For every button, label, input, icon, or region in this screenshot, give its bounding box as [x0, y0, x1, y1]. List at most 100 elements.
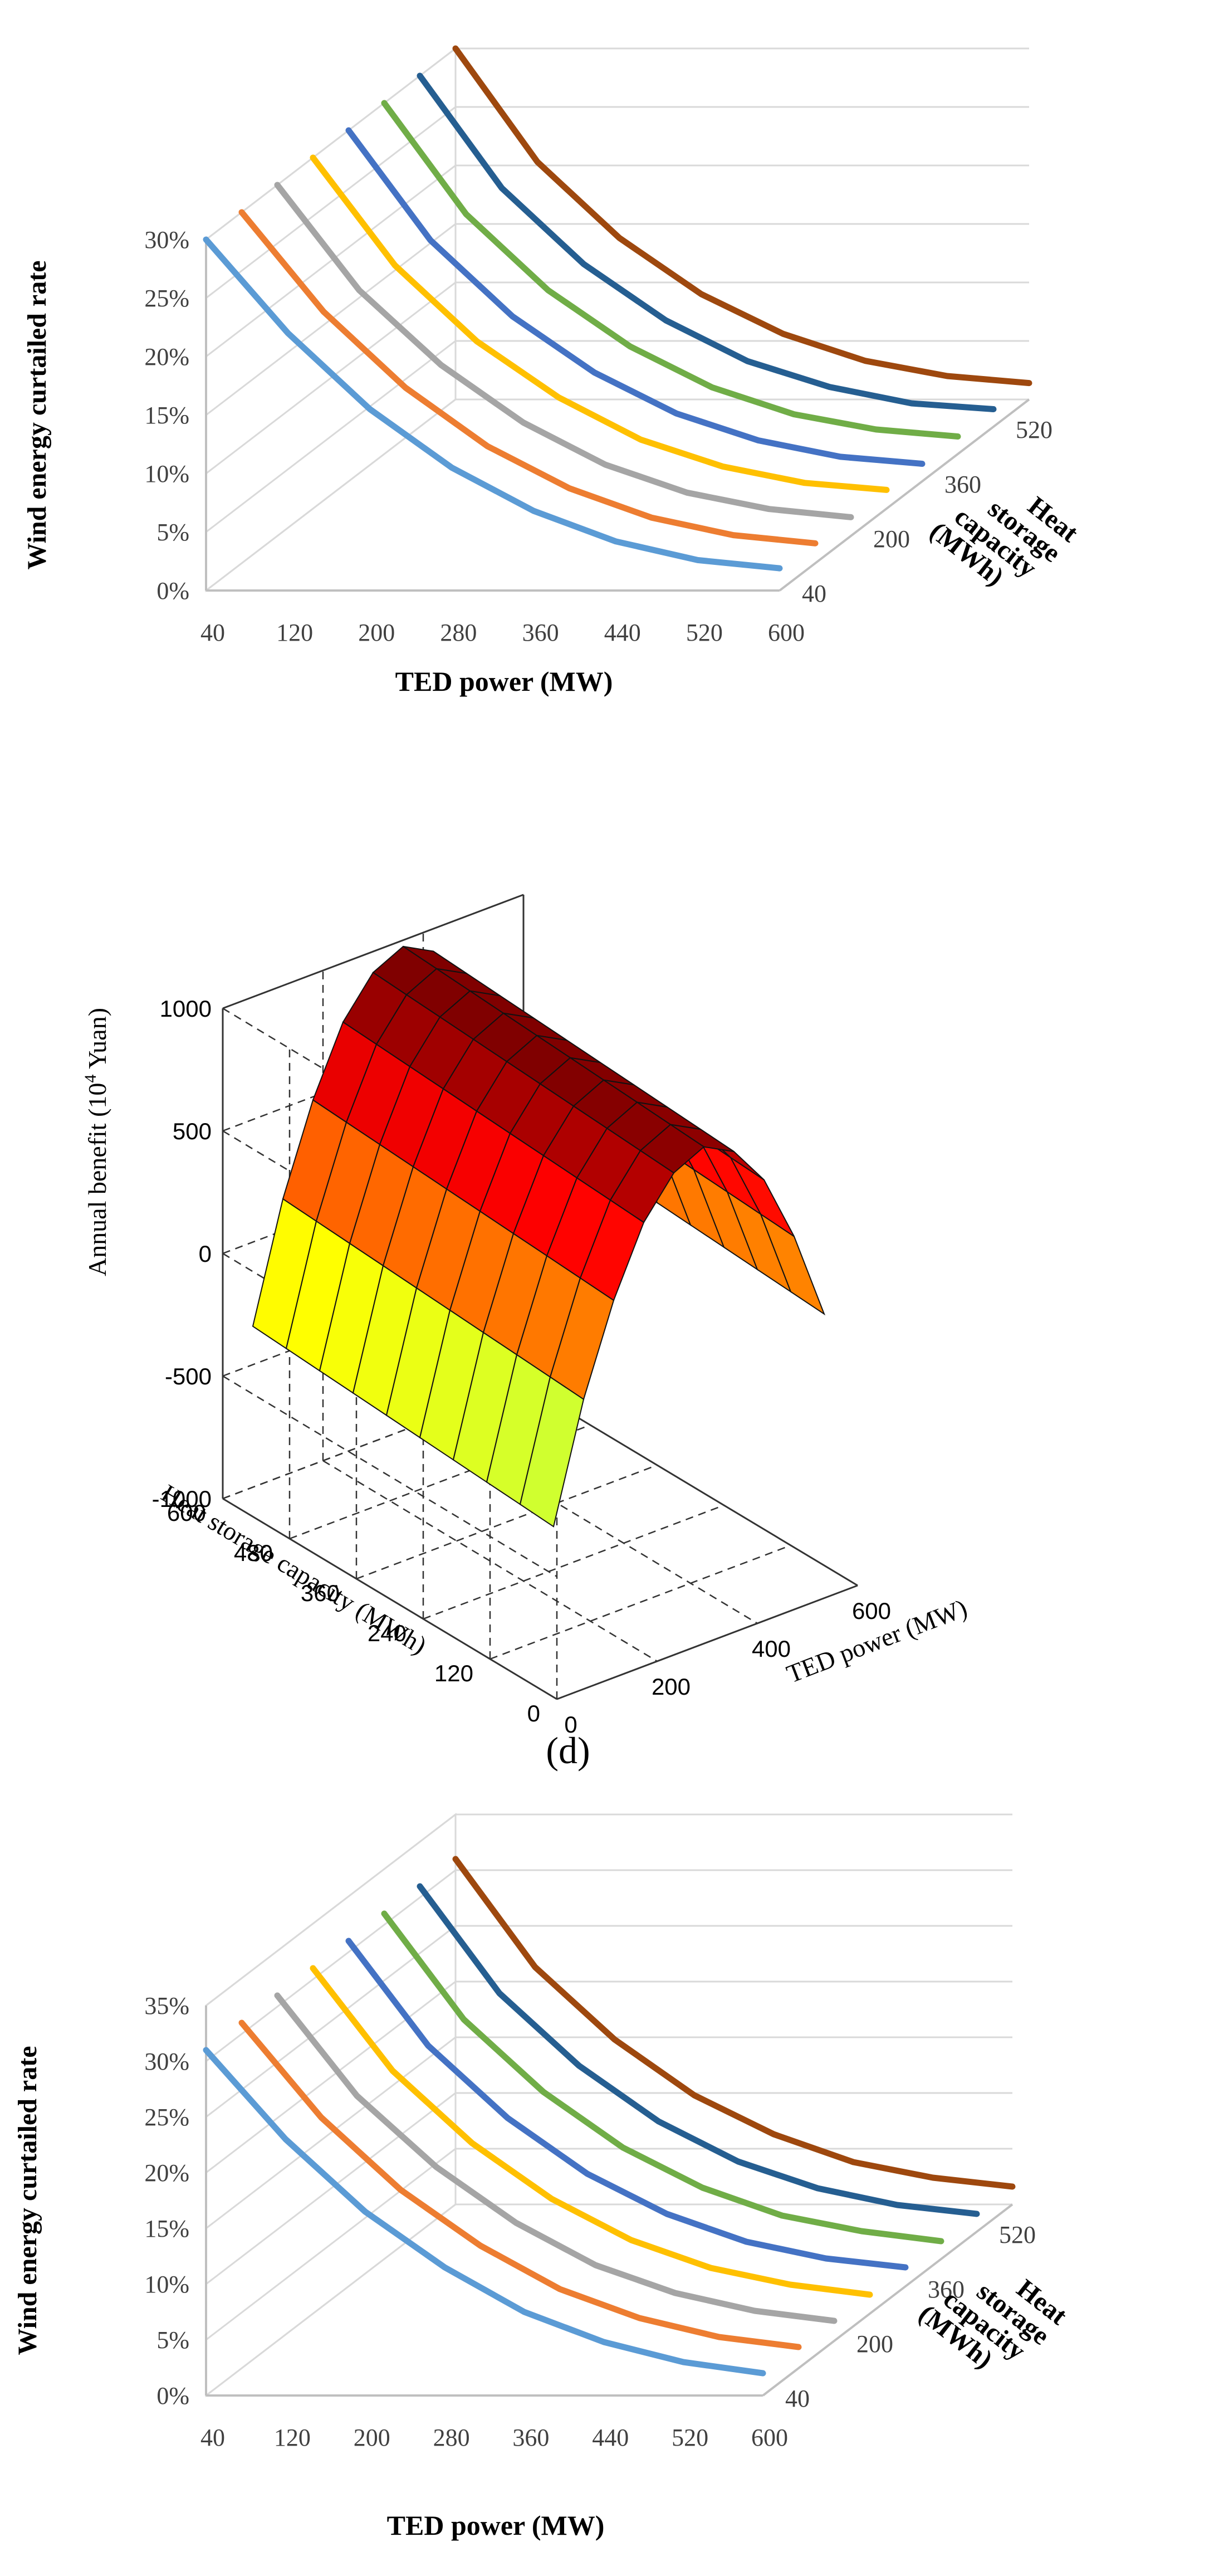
x-tick-label: 280	[440, 619, 477, 646]
z-axis-title-superscript: 4	[81, 1075, 100, 1083]
y-tick-label: 360	[301, 1580, 340, 1606]
z-tick-label: 0	[199, 1241, 212, 1267]
x-tick-label: 0	[564, 1711, 577, 1738]
series-line-520	[417, 72, 997, 412]
y-tick-label: 20%	[144, 2159, 189, 2187]
x-tick-label: 600	[751, 2424, 788, 2451]
series-line-200	[274, 182, 854, 520]
z-tick-label: 200	[856, 2330, 893, 2358]
curtailed-rate-chart-bottom: 0% 5% 10% 15% 20% 25% 30% 35% 40 120 200 280 360 440 5…	[13, 1812, 1073, 2541]
x-tick-label: 40	[200, 619, 225, 646]
x-tick-label: 120	[276, 619, 313, 646]
x-tick-label: 520	[672, 2424, 708, 2451]
side-gridline	[222, 1375, 557, 1578]
x-tick-label: 200	[354, 2424, 390, 2451]
side-gridline	[205, 164, 456, 358]
side-wall	[205, 1812, 457, 2398]
z-axis-title: Heatstoragecapacity(MWh)	[913, 2236, 1073, 2394]
side-gridline	[205, 2092, 456, 2285]
side-gridline	[205, 1813, 456, 2007]
curtailed-rate-chart-top: 0% 5% 10% 15% 20% 25% 30% 40 120 200 280 360 440 520 6…	[22, 45, 1084, 697]
x-tick-label: 600	[768, 619, 805, 646]
surface-patch	[519, 1376, 585, 1528]
z-tick-label: 40	[802, 580, 826, 607]
side-gridline	[205, 2148, 456, 2341]
floor-gridline	[423, 1504, 724, 1620]
x-axis-title: TED power (MW)	[387, 2510, 605, 2541]
z-tick-label: 520	[1016, 416, 1052, 443]
x-tick-label: 360	[512, 2424, 549, 2451]
z-axis-title-suffix: Yuan)	[83, 1008, 111, 1075]
series-line-120	[238, 209, 819, 547]
side-gridline	[205, 398, 456, 592]
z-tick-label: -1000	[152, 1486, 212, 1512]
y-tick-label: 5%	[156, 2326, 189, 2354]
series-line-520	[417, 1883, 980, 2217]
box-edge	[556, 1584, 858, 1700]
annual-benefit-surface-chart: 1000 500 0 -500 -1000 0 200 400 600 0 120 240 360 480…	[81, 894, 971, 1772]
series-line-40	[203, 2047, 766, 2377]
x-tick-label: 200	[652, 1674, 691, 1700]
x-tick-label: 200	[358, 619, 395, 646]
x-tick-label: 520	[686, 619, 723, 646]
y-axis-title: Wind energy curtailed rate	[22, 260, 52, 569]
y-tick-label: 0	[527, 1700, 540, 1726]
side-gridline	[205, 2203, 456, 2397]
floor-right-edge	[762, 2203, 1014, 2397]
y-tick-label: 25%	[144, 2104, 189, 2131]
y-tick-label: 240	[368, 1620, 407, 1646]
y-tick-label: 120	[434, 1660, 473, 1686]
z-axis-title: Annual benefit (104 Yuan)	[81, 1008, 111, 1276]
y-tick-label: 35%	[144, 1992, 189, 2019]
y-tick-label: 480	[234, 1540, 273, 1566]
series-line-440	[381, 100, 961, 440]
x-tick-label: 280	[433, 2424, 470, 2451]
series-line-40	[203, 236, 783, 572]
x-tick-label: 360	[522, 619, 559, 646]
series-line-280	[310, 154, 890, 493]
panel-label: (d)	[546, 1729, 590, 1772]
x-axis-title: TED power (MW)	[395, 666, 613, 697]
x-tick-label: 600	[852, 1598, 891, 1624]
side-gridline	[205, 106, 456, 299]
x-tick-label: 400	[752, 1636, 791, 1662]
y-tick-label: 0%	[156, 2382, 189, 2409]
side-gridline	[205, 340, 456, 533]
z-axis-title-prefix: Annual benefit (10	[83, 1083, 111, 1276]
series-line-200	[274, 1992, 838, 2324]
y-tick-label: 0%	[156, 577, 189, 604]
series-line-360	[345, 127, 926, 467]
y-tick-label: 15%	[144, 402, 189, 429]
series-line-120	[238, 2019, 802, 2350]
y-tick-label: 30%	[144, 2048, 189, 2075]
floor-gridline	[423, 1422, 758, 1624]
y-tick-label: 10%	[144, 460, 189, 487]
floor-right-edge	[779, 398, 1030, 592]
z-tick-label: 360	[928, 2276, 965, 2303]
floor-gridline	[489, 1544, 791, 1660]
z-tick-label: -500	[165, 1363, 212, 1389]
z-tick-label: 520	[999, 2221, 1036, 2248]
y-tick-label: 20%	[144, 343, 189, 370]
x-tick-label: 40	[200, 2424, 225, 2451]
series-line-360	[345, 1938, 909, 2271]
z-tick-label: 200	[873, 525, 910, 553]
y-axis-title: Wind energy curtailed rate	[13, 2046, 42, 2355]
y-tick-label: 30%	[144, 226, 189, 253]
z-tick-label: 1000	[160, 996, 212, 1022]
series-line-600	[452, 1856, 1016, 2190]
side-gridline	[205, 47, 456, 241]
x-tick-label: 440	[604, 619, 641, 646]
x-tick-label: 120	[274, 2424, 311, 2451]
y-tick-label: 600	[167, 1500, 206, 1526]
side-gridline	[205, 1980, 456, 2174]
x-tick-label: 440	[592, 2424, 629, 2451]
box-edge	[222, 1497, 557, 1700]
series-line-280	[310, 1965, 873, 2298]
y-tick-label: 25%	[144, 285, 189, 312]
y-tick-label: 15%	[144, 2215, 189, 2242]
side-gridline	[205, 2036, 456, 2229]
y-tick-label: 10%	[144, 2271, 189, 2298]
box-edge	[222, 894, 524, 1009]
side-gridline	[205, 281, 456, 475]
